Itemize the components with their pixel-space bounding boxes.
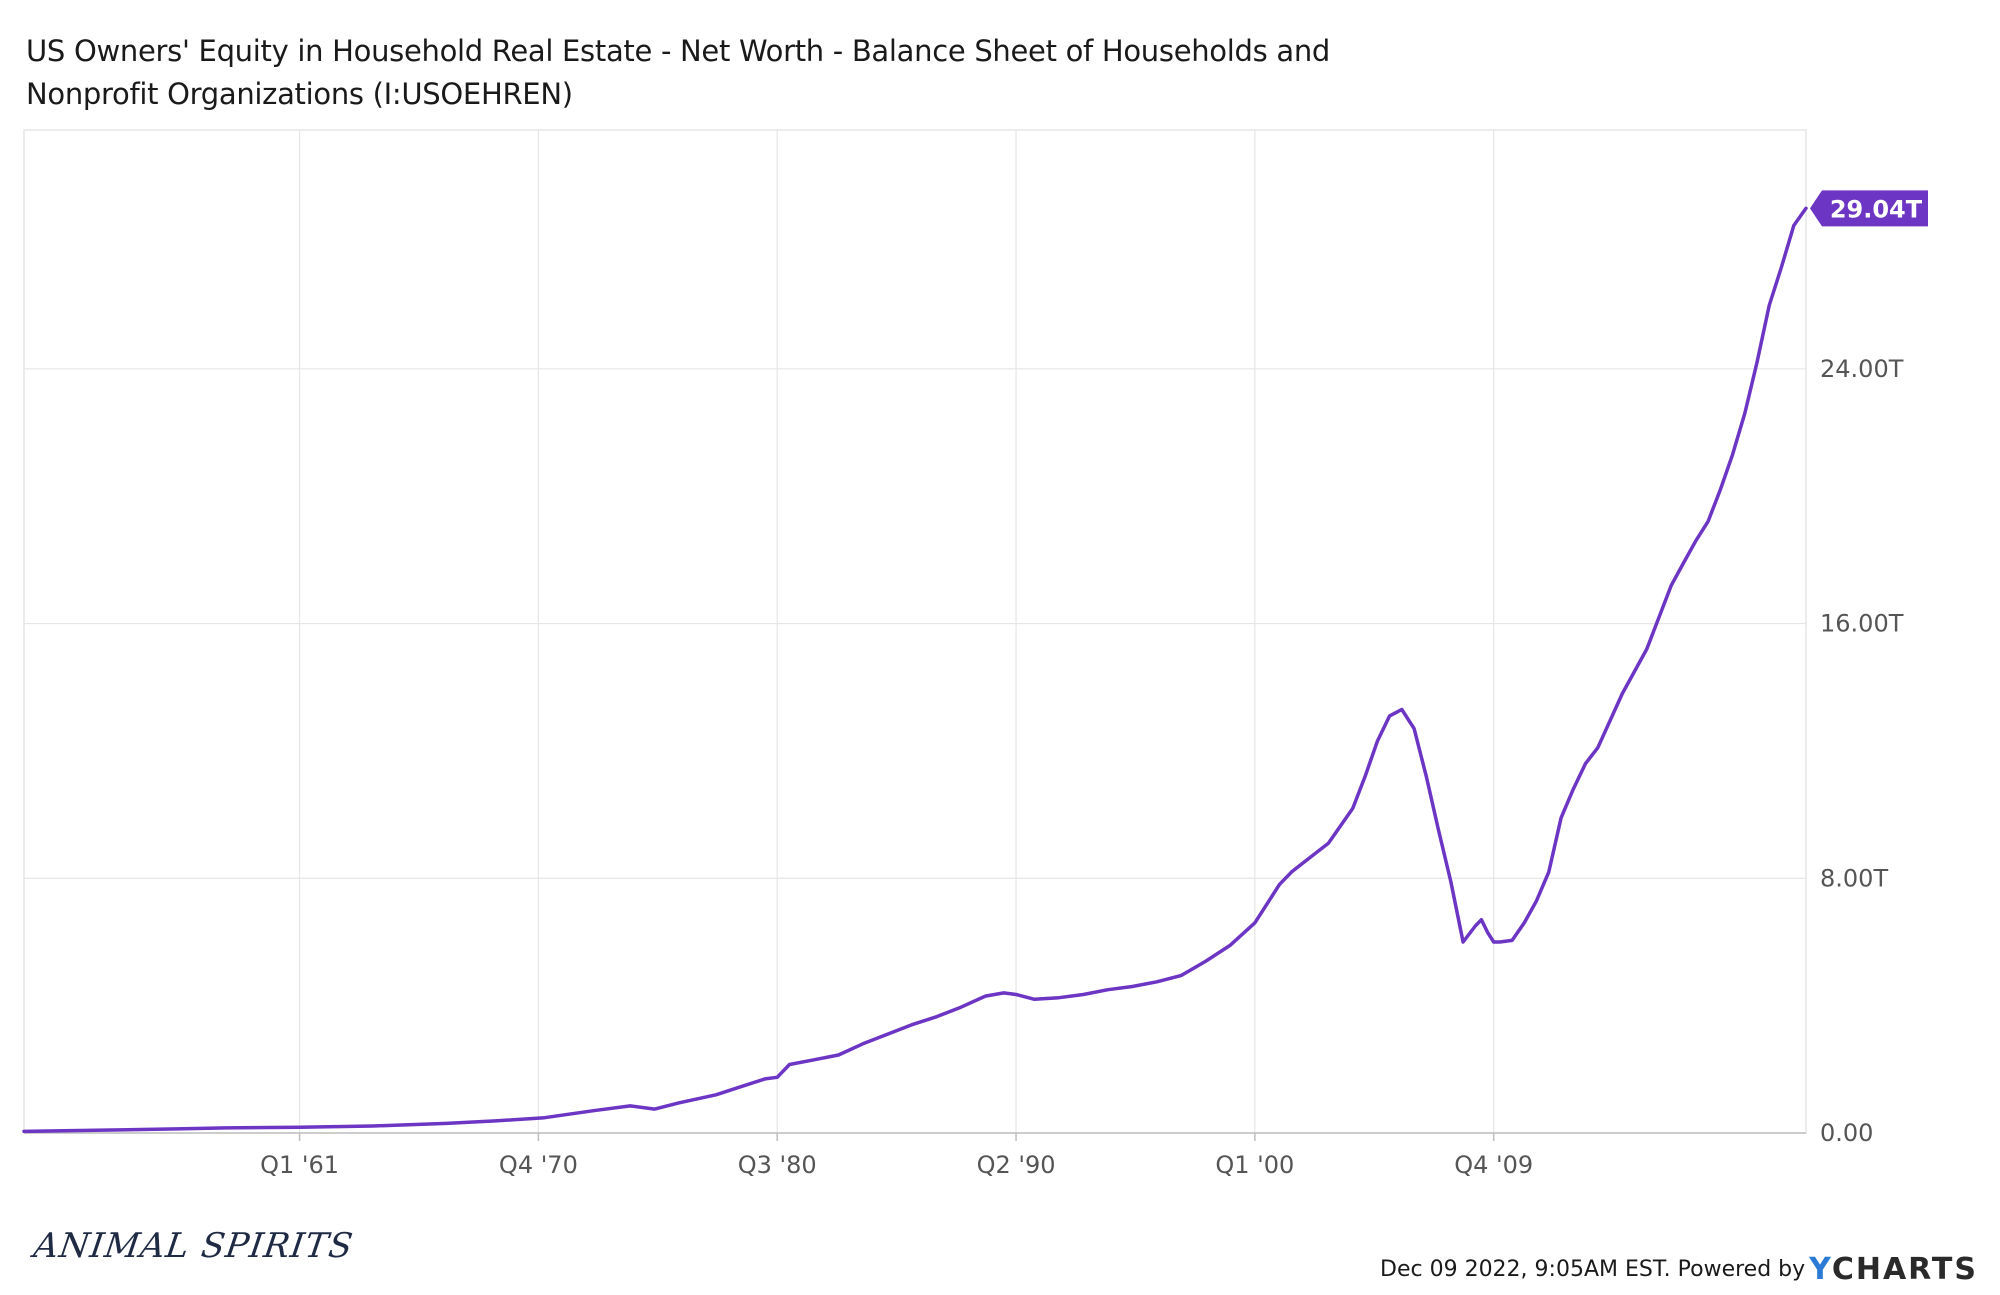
y-tick-label: 16.00T bbox=[1820, 610, 1904, 638]
footer: Dec 09 2022, 9:05AM EST. Powered by YCHA… bbox=[1380, 1252, 1978, 1287]
ycharts-logo[interactable]: YCHARTS bbox=[1809, 1252, 1978, 1287]
chart-title-line-1: US Owners' Equity in Household Real Esta… bbox=[26, 34, 1331, 68]
y-tick-label: 24.00T bbox=[1820, 355, 1904, 383]
y-tick-label: 0.00 bbox=[1820, 1119, 1873, 1147]
x-tick-label: Q3 '80 bbox=[738, 1151, 817, 1179]
plot-frame bbox=[23, 129, 1807, 1134]
label-layer: 0.00 8.00T 16.00T 24.00T Q1 '61 Q4 '70 Q3 '80 Q… bbox=[260, 190, 1928, 1179]
series-layer bbox=[22, 206, 1808, 1134]
ycharts-logo-text: CHARTS bbox=[1831, 1252, 1978, 1287]
x-tick-label: Q4 '09 bbox=[1454, 1151, 1533, 1179]
chart-title: US Owners' Equity in Household Real Esta… bbox=[26, 30, 1426, 116]
ycharts-logo-y: Y bbox=[1809, 1252, 1832, 1287]
x-tick-label: Q1 '00 bbox=[1215, 1151, 1294, 1179]
last-value-label: 29.04T bbox=[1830, 195, 1923, 223]
animal-spirits-logo: ANIMAL SPIRITS bbox=[31, 1226, 356, 1266]
axis-layer bbox=[24, 1132, 1806, 1141]
x-tick-label: Q4 '70 bbox=[499, 1151, 578, 1179]
chart-title-line-2: Nonprofit Organizations (I:USOEHREN) bbox=[26, 77, 573, 111]
y-tick-label: 8.00T bbox=[1820, 864, 1888, 892]
last-value-badge bbox=[1810, 190, 1928, 227]
grid-layer bbox=[23, 129, 1807, 1134]
footer-timestamp: Dec 09 2022, 9:05AM EST. Powered by bbox=[1380, 1257, 1806, 1282]
series-line bbox=[22, 206, 1808, 1134]
x-tick-label: Q1 '61 bbox=[260, 1151, 339, 1179]
x-tick-label: Q2 '90 bbox=[977, 1151, 1056, 1179]
